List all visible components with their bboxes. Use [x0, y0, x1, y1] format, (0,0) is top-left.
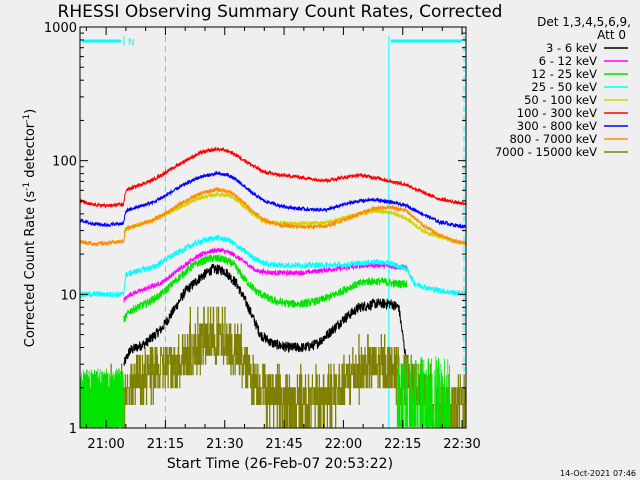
series-800-7000keV — [79, 186, 467, 248]
y-tick-label: 1000 — [44, 21, 77, 36]
legend-label: 100 - 300 keV — [517, 106, 597, 120]
series-line — [123, 246, 407, 303]
y-axis-label-part: ) — [23, 109, 38, 114]
series-7000-15000keV — [79, 306, 467, 428]
y-axis-label-sup: -1 — [22, 182, 32, 191]
legend-label: 25 - 50 keV — [531, 80, 597, 94]
chart-title: RHESSI Observing Summary Count Rates, Co… — [58, 2, 503, 22]
x-tick-label: 22:15 — [384, 437, 421, 452]
x-tick-label: 22:00 — [325, 437, 362, 452]
x-tick-label: 21:00 — [87, 437, 124, 452]
series-6-12keV — [123, 246, 407, 303]
series-line — [79, 233, 467, 299]
plot-frame — [79, 26, 467, 429]
y-tick-label: 100 — [52, 155, 77, 170]
series-line — [123, 263, 408, 366]
y-axis-label: Corrected Count Rate (s-1 detector-1) — [22, 109, 38, 347]
series-line — [123, 191, 467, 246]
series-50-100keV — [123, 191, 467, 246]
night-marker-label: N — [128, 38, 135, 48]
legend-label: 6 - 12 keV — [539, 54, 597, 68]
y-axis-label-part: Corrected Count Rate (s — [23, 191, 38, 348]
series-12-25keV — [123, 253, 408, 323]
series-3-6keV — [123, 263, 408, 366]
x-axis-label: Start Time (26-Feb-07 20:53:22) — [167, 456, 393, 472]
series-line — [79, 146, 467, 209]
legend-label: 3 - 6 keV — [546, 41, 597, 55]
legend-label: 50 - 100 keV — [524, 93, 597, 107]
timestamp: 14-Oct-2021 07:46 — [560, 469, 636, 478]
y-axis-label-part: detector — [23, 122, 38, 182]
legend-label: 300 - 800 keV — [517, 119, 597, 133]
series-25-50keV — [79, 233, 467, 299]
series-100-300keV — [79, 146, 467, 209]
y-axis-label-sup: -1 — [22, 114, 32, 123]
legend-label: 7000 - 15000 keV — [495, 145, 597, 159]
series-line — [123, 253, 408, 323]
legend-header-line: Det 1,3,4,5,6,9, — [537, 15, 631, 29]
x-tick-label: 22:30 — [443, 437, 480, 452]
y-tick-label: 1 — [69, 422, 77, 437]
x-tick-label: 21:15 — [147, 437, 184, 452]
y-tick-label: 10 — [60, 288, 77, 303]
x-tick-label: 21:45 — [265, 437, 302, 452]
x-tick-label: 21:30 — [206, 437, 243, 452]
legend-header-line: Att 0 — [597, 28, 626, 42]
legend-label: 800 - 7000 keV — [509, 132, 597, 146]
series-line — [79, 306, 467, 428]
series-line — [79, 170, 467, 229]
legend-label: 12 - 25 keV — [531, 67, 597, 81]
series-300-800keV — [79, 170, 467, 229]
series-line — [79, 186, 467, 248]
